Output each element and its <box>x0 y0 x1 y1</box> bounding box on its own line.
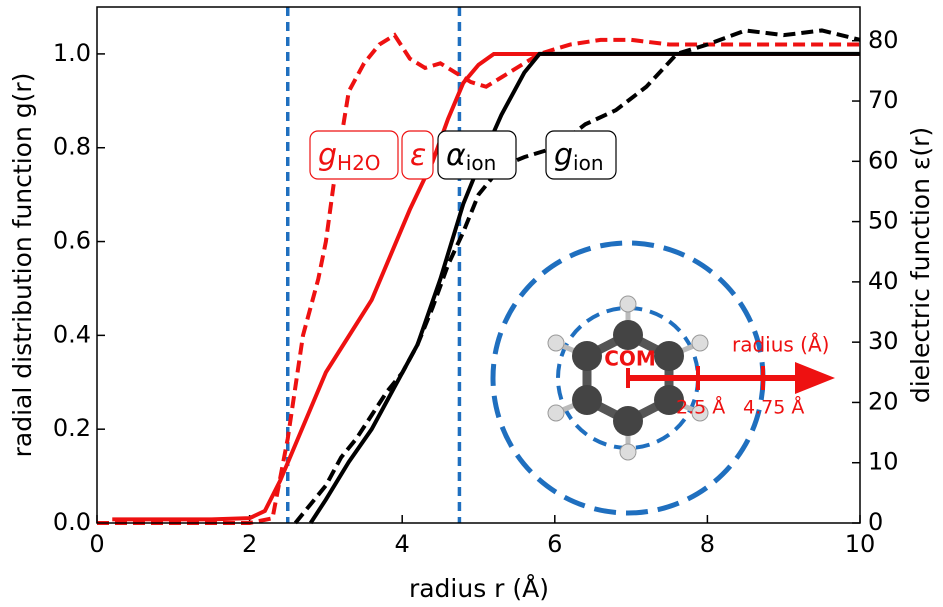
legend-name: g <box>318 138 337 173</box>
data-line <box>293 28 861 525</box>
x-tick-label: 0 <box>89 530 104 558</box>
y2-tick-label: 10 <box>868 448 899 476</box>
y-tick-label: 0.8 <box>53 133 91 161</box>
legend-entry: gH2O <box>318 138 381 175</box>
data-line <box>97 32 860 525</box>
radius-label: radius (Å) <box>732 333 829 357</box>
legend-box <box>437 130 517 180</box>
x-tick-label: 10 <box>845 530 876 558</box>
y-tick-label: 1.0 <box>53 39 91 67</box>
molecule <box>490 240 835 516</box>
plot-frame <box>96 6 861 524</box>
legend-name: g <box>554 138 573 173</box>
x-tick-label: 4 <box>395 530 410 558</box>
legend-box <box>401 130 434 180</box>
legend-subscript: ion <box>573 151 603 175</box>
x-tick-label: 2 <box>242 530 257 558</box>
y-tick-label: 0.6 <box>53 227 91 255</box>
y-tick-label: 0.0 <box>53 508 91 536</box>
legend-name: α <box>446 138 466 173</box>
legend-box <box>545 130 617 180</box>
legend-name: ε <box>410 138 426 173</box>
y-tick-label: 0.2 <box>53 414 91 442</box>
legend-subscript: ion <box>466 151 496 175</box>
x-tick-label: 6 <box>547 530 562 558</box>
y-axis-label: radial distribution function g(r) <box>8 73 37 458</box>
y2-axis-label: dielectric function ε(r) <box>906 127 935 403</box>
y2-tick-label: 70 <box>868 86 899 114</box>
outer-radius-label: 4.75 Å <box>743 396 804 419</box>
x-tick-label: 8 <box>700 530 715 558</box>
legend-box <box>309 130 399 180</box>
y2-tick-label: 40 <box>868 267 899 295</box>
com-label: COM <box>604 347 656 371</box>
y-tick-label: 0.4 <box>53 320 91 348</box>
y2-tick-label: 20 <box>868 387 899 415</box>
legend-subscript: H2O <box>337 151 381 175</box>
y2-tick-label: 0 <box>868 508 883 536</box>
y2-tick-label: 80 <box>868 26 899 54</box>
legend-entry: αion <box>446 138 496 175</box>
legend-entry: gion <box>554 138 604 175</box>
x-axis-label: radius r (Å) <box>409 574 549 603</box>
data-line <box>112 52 860 522</box>
y2-tick-label: 50 <box>868 207 899 235</box>
data-line <box>308 51 860 525</box>
y2-tick-label: 60 <box>868 146 899 174</box>
inner-radius-label: 2.5 Å <box>676 396 725 419</box>
y2-tick-label: 30 <box>868 327 899 355</box>
legend-entry: ε <box>410 138 426 173</box>
